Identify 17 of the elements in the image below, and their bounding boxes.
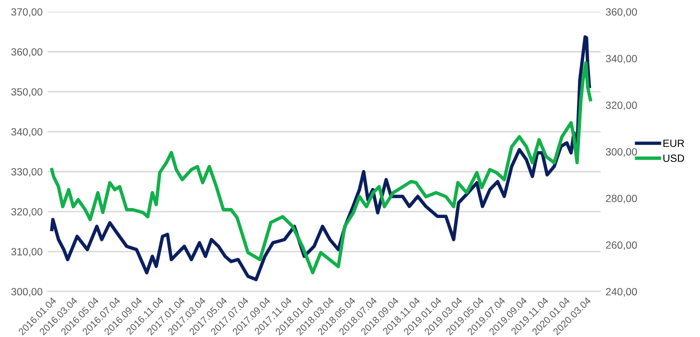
y-tick-label: 340,00 <box>11 128 42 137</box>
y2-tick-label: 240,00 <box>606 288 637 297</box>
y-tick-label: 350,00 <box>11 88 42 97</box>
y-tick-label: 320,00 <box>11 208 42 217</box>
y2-tick-label: 340,00 <box>606 54 637 64</box>
y2-tick-label: 260,00 <box>606 241 637 250</box>
y-tick-label: 370,00 <box>11 8 42 17</box>
y2-tick-label: 320,00 <box>606 102 637 110</box>
y-tick-label: 330,00 <box>11 168 42 177</box>
y2-tick-label: 360,00 <box>606 8 637 17</box>
y-tick-label: 360,00 <box>11 48 42 57</box>
y-tick-label: 310,00 <box>11 248 42 257</box>
y-tick-label: 300,00 <box>11 288 42 297</box>
y2-tick-label: 300,00 <box>606 148 637 157</box>
legend-label: USD <box>663 154 684 162</box>
legend-label: EUR <box>663 140 684 147</box>
y2-tick-label: 280,00 <box>606 194 637 204</box>
